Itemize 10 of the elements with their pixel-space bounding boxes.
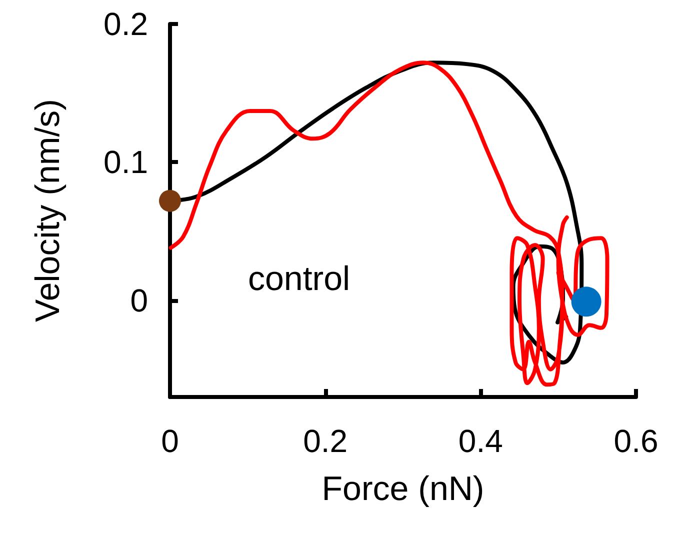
x-tick-label: 0.2: [303, 423, 348, 459]
y-tick-label: 0.1: [104, 144, 148, 180]
x-tick-label: 0.4: [458, 423, 503, 459]
x-axis-title: Force (nN): [322, 470, 484, 508]
x-tick-label: 0: [161, 423, 179, 459]
annotation: control: [248, 260, 350, 298]
x-tick-label: 0.6: [614, 423, 658, 459]
y-tick-label: 0: [130, 282, 148, 318]
y-axis-title: Velocity (nm/s): [29, 99, 67, 322]
y-tick-label: 0.2: [104, 6, 148, 42]
